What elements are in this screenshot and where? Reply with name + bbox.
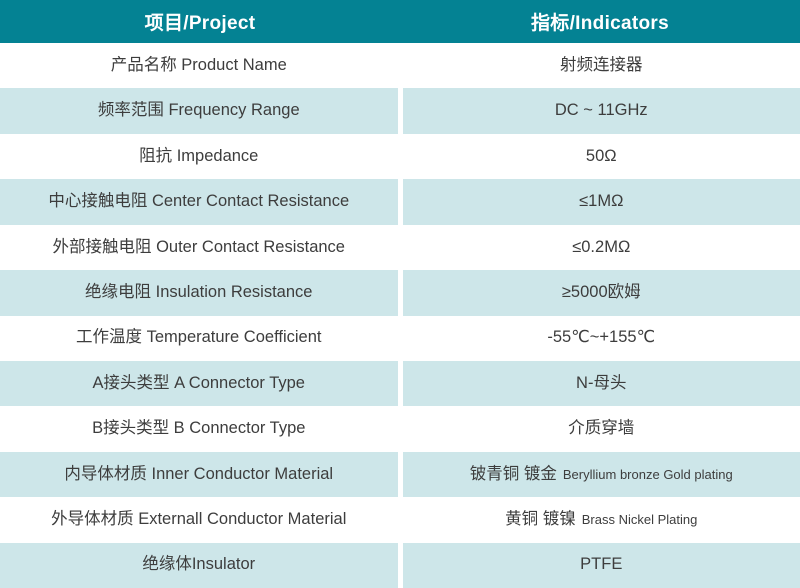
indicator-value: -55℃~+155℃ [547,328,656,347]
project-cell: 外导体材质 Externall Conductor Material [0,497,398,543]
indicator-cell: DC ~ 11GHz [402,88,800,134]
project-cell: 中心接触电阻 Center Contact Resistance [0,179,398,225]
project-cell: 内导体材质 Inner Conductor Material [0,451,398,498]
project-cell: 产品名称 Product Name [0,43,398,89]
project-cell: A接头类型 A Connector Type [0,360,398,407]
indicator-cell: N-母头 [402,360,800,407]
table-row: 频率范围 Frequency Range DC ~ 11GHz [0,88,800,134]
project-cell: B接头类型 B Connector Type [0,406,398,452]
indicator-cell: 50Ω [402,133,800,180]
indicator-value: N-母头 [576,373,627,392]
table-row: 内导体材质 Inner Conductor Material 铍青铜 镀金 Ber… [0,451,800,498]
indicator-cell: PTFE [402,542,800,588]
indicator-cell: ≤0.2MΩ [402,224,800,271]
project-cell: 频率范围 Frequency Range [0,88,398,134]
table-row: 产品名称 Product Name 射频连接器 [0,43,800,89]
indicator-cell: ≥5000欧姆 [402,270,800,316]
indicator-cell: 黄铜 镀镍 Brass Nickel Plating [402,497,800,543]
indicator-value: PTFE [580,555,623,574]
indicator-value: 介质穿墙 [568,419,635,438]
indicator-cell: 射频连接器 [402,43,800,89]
indicator-cell: ≤1MΩ [402,179,800,225]
table-row: 绝缘体Insulator PTFE [0,542,800,588]
indicator-value: 铍青铜 镀金 [469,464,557,483]
indicator-value: 射频连接器 [560,55,643,74]
table-row: 中心接触电阻 Center Contact Resistance ≤1MΩ [0,179,800,225]
project-cell: 工作温度 Temperature Coefficient [0,315,398,361]
indicator-subtext: Beryllium bronze Gold plating [562,466,733,482]
indicator-cell: 介质穿墙 [402,406,800,452]
project-cell: 外部接触电阻 Outer Contact Resistance [0,224,398,271]
indicator-cell: 铍青铜 镀金 Beryllium bronze Gold plating [402,451,800,498]
table-row: 外部接触电阻 Outer Contact Resistance ≤0.2MΩ [0,224,800,271]
table-row: 绝缘电阻 Insulation Resistance ≥5000欧姆 [0,270,800,316]
indicator-subtext: Brass Nickel Plating [581,512,698,528]
project-cell: 绝缘电阻 Insulation Resistance [0,270,398,316]
table-header-row: 项目/Project 指标/Indicators [0,0,800,43]
project-cell: 绝缘体Insulator [0,542,398,588]
table-row: 外导体材质 Externall Conductor Material 黄铜 镀镍… [0,497,800,543]
project-cell: 阻抗 Impedance [0,133,398,180]
indicator-value: ≤0.2MΩ [572,237,631,256]
header-indicators: 指标/Indicators [531,13,669,34]
table-row: 阻抗 Impedance 50Ω [0,133,800,180]
indicator-value: 50Ω [585,146,617,165]
table-row: A接头类型 A Connector Type N-母头 [0,360,800,407]
indicator-value: 黄铜 镀镍 [505,510,576,529]
table-row: B接头类型 B Connector Type 介质穿墙 [0,406,800,452]
indicator-value: ≥5000欧姆 [561,282,641,301]
table-row: 工作温度 Temperature Coefficient -55℃~+155℃ [0,315,800,361]
indicator-value: DC ~ 11GHz [554,101,648,120]
header-project: 项目/Project [144,13,256,34]
indicator-value: ≤1MΩ [579,192,624,211]
indicator-cell: -55℃~+155℃ [402,315,800,361]
